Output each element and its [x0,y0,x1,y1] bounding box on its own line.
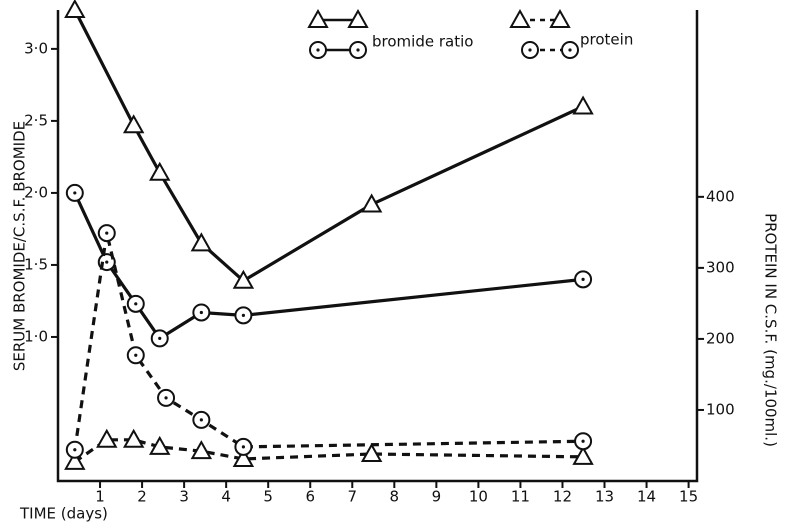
x-tick-label: 12 [553,488,572,506]
marker-dot [158,336,162,341]
marker-dot [134,353,138,357]
triangle-marker [64,0,86,18]
y2-tick-label: 300 [706,258,735,276]
legend-label: protein [580,31,633,49]
marker-dot [241,445,245,449]
x-tick-label: 9 [432,488,442,506]
marker-dot [134,302,138,306]
x-tick-label: 5 [263,488,273,506]
marker-dot [105,231,109,235]
triangle-marker [549,8,571,28]
x-tick-label: 7 [348,488,358,506]
marker-dot [199,310,203,315]
triangle-marker [360,193,383,213]
x-tick-label: 11 [511,488,530,506]
series-line [73,192,584,341]
triangle-marker [190,232,213,252]
x-tick-label: 14 [637,488,656,506]
x-tick-label: 1 [95,488,105,506]
triangle-marker [149,435,171,455]
triangle-marker [232,269,255,289]
marker-dot [73,191,77,195]
y-tick-label: 1·5 [24,255,48,273]
triangle-marker [360,442,383,463]
triangle-marker [307,8,329,28]
marker-dot [241,313,245,317]
legend-label: bromide ratio [372,33,473,51]
y2-tick-label: 100 [706,400,735,418]
marker-dot [73,448,77,452]
series-line [73,232,584,450]
x-tick-label: 8 [390,488,400,506]
marker-dot [568,48,572,52]
marker-dot [316,48,320,52]
marker-dot [164,396,168,400]
y-axis-label: SERUM BROMIDE/C.S.F. BROMIDE [11,121,29,371]
triangle-marker [149,161,171,181]
axes [56,10,699,483]
series-line [73,438,584,464]
x-tick-label: 4 [221,488,231,506]
triangle-marker [122,428,145,448]
x-axis-label: TIME (days) [19,505,108,523]
marker-dot [581,277,585,281]
marker-dot [199,418,203,422]
x-tick-label: 10 [469,488,488,506]
x-tick-label: 3 [179,488,189,506]
y-tick-label: 3·0 [24,39,48,57]
triangle-marker [64,450,86,470]
marker-dot [528,48,532,52]
y-tick-label: 2·0 [24,183,48,201]
x-tick-label: 6 [305,488,315,506]
y-tick-label: 2·5 [24,111,48,129]
triangle-marker [347,8,369,28]
y2-axis-label: PROTEIN IN C.S.F. (mg./100ml.) [762,213,780,447]
y2-tick-label: 400 [706,187,735,205]
triangle-marker [96,428,118,448]
triangle-marker [122,114,145,134]
triangle-marker [572,445,594,465]
x-tick-label: 15 [679,488,698,506]
triangle-marker [572,95,594,115]
triangle-marker [232,447,255,467]
x-tick-label: 13 [595,488,614,506]
y2-tick-label: 200 [706,329,735,347]
triangle-marker [509,8,531,28]
y-tick-label: 1·0 [24,327,48,345]
marker-dot [105,260,109,264]
triangle-marker [190,440,213,460]
marker-dot [356,48,360,52]
marker-dot [581,439,585,443]
x-tick-label: 2 [137,488,147,506]
